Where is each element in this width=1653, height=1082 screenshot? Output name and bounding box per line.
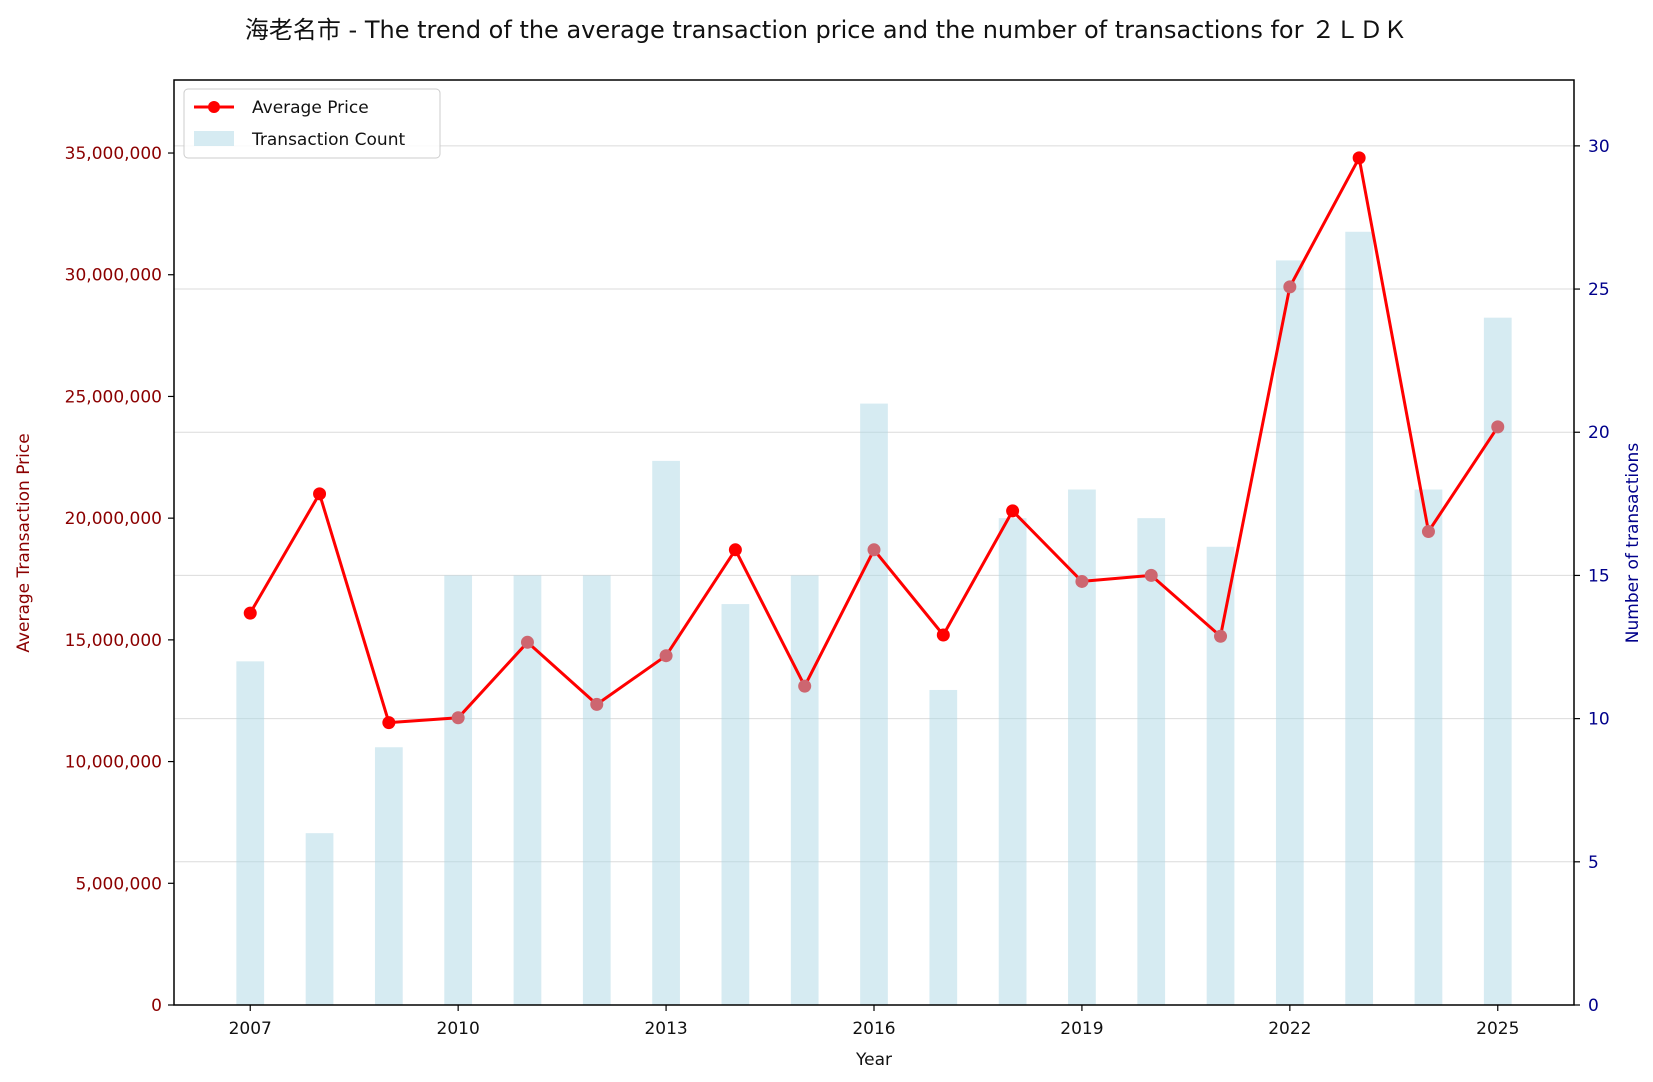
y-axis-left: 0 5,000,000 10,000,000 15,000,000 20,000,000… [65,144,174,1016]
x-tick-label-2019: 2019 [1060,1019,1103,1039]
x-tick-label-2025: 2025 [1476,1019,1519,1039]
point-2013 [659,649,673,663]
y-left-tick-label-6: 30,000,000 [65,266,162,286]
bar-2016 [860,403,888,1005]
bar-2022 [1275,260,1304,1005]
y-left-tick-label-1: 5,000,000 [75,874,162,894]
legend-label-average-price: Average Price [252,98,369,118]
y-right-tick-label-2: 10 [1588,710,1610,730]
bar-2019 [1068,489,1096,1005]
y-axis-right: 0 5 10 15 20 25 30 [1574,137,1610,1016]
bar-2023 [1345,231,1374,1006]
bar-2007 [236,661,265,1005]
point-2008 [313,487,327,501]
x-tick-label-2013: 2013 [644,1019,687,1039]
chart-title: 海老名市 - The trend of the average transact… [245,16,1407,44]
point-2016 [867,543,881,557]
legend-label-transaction-count: Transaction Count [251,130,405,150]
y-right-tick-label-6: 30 [1588,137,1610,157]
y-left-tick-label-0: 0 [151,996,162,1016]
x-tick-label-2007: 2007 [229,1019,272,1039]
point-2022 [1283,280,1297,294]
point-2010 [451,711,465,725]
bar-2012 [582,575,611,1005]
y-axis-left-label: Average Transaction Price [14,433,34,652]
y-axis-right-label: Number of transactions [1623,443,1643,644]
x-tick-label-2022: 2022 [1268,1019,1311,1039]
bar-2017 [929,689,958,1005]
legend-box [183,88,441,159]
legend-bar-swatch [194,131,234,146]
y-left-tick-label-5: 25,000,000 [65,387,162,407]
point-2009 [382,716,396,730]
x-axis-label: Year [855,1050,892,1070]
bar-2024 [1414,489,1443,1005]
point-2018 [1006,504,1020,518]
point-2014 [728,543,742,557]
y-left-tick-label-2: 10,000,000 [65,753,162,773]
x-axis: 2007 2010 2013 2016 2019 2022 2025 [229,1005,1519,1039]
y-right-tick-label-0: 0 [1588,996,1599,1016]
bar-2018 [998,518,1027,1005]
bar-2010 [444,575,473,1005]
point-2021 [1214,629,1228,643]
point-2011 [520,635,534,649]
point-2017 [936,628,950,642]
y-right-tick-label-3: 15 [1588,566,1610,586]
legend: Average Price Transaction Count [183,88,441,159]
point-2020 [1144,568,1158,582]
legend-marker-swatch [208,101,220,113]
y-left-tick-label-4: 20,000,000 [65,509,162,529]
point-2007 [243,606,257,620]
y-right-tick-label-4: 20 [1588,423,1610,443]
x-tick-label-2016: 2016 [852,1019,895,1039]
x-tick-label-2010: 2010 [437,1019,480,1039]
point-2015 [798,679,812,693]
point-2025 [1491,420,1505,434]
bar-2020 [1137,518,1166,1005]
line-series [243,151,1505,730]
bar-2013 [652,460,680,1006]
y-left-tick-label-3: 15,000,000 [65,631,162,651]
bar-2015 [790,575,819,1005]
bar-series [236,231,1512,1006]
point-2023 [1352,151,1366,165]
point-2012 [590,697,604,711]
bar-2009 [374,747,403,1005]
y-left-tick-label-7: 35,000,000 [65,144,162,164]
point-2019 [1075,574,1089,588]
bar-2008 [305,833,334,1005]
bar-2014 [721,604,750,1005]
bar-2021 [1206,546,1235,1005]
y-right-tick-label-1: 5 [1588,853,1599,873]
y-right-tick-label-5: 25 [1588,280,1610,300]
point-2024 [1421,525,1435,539]
